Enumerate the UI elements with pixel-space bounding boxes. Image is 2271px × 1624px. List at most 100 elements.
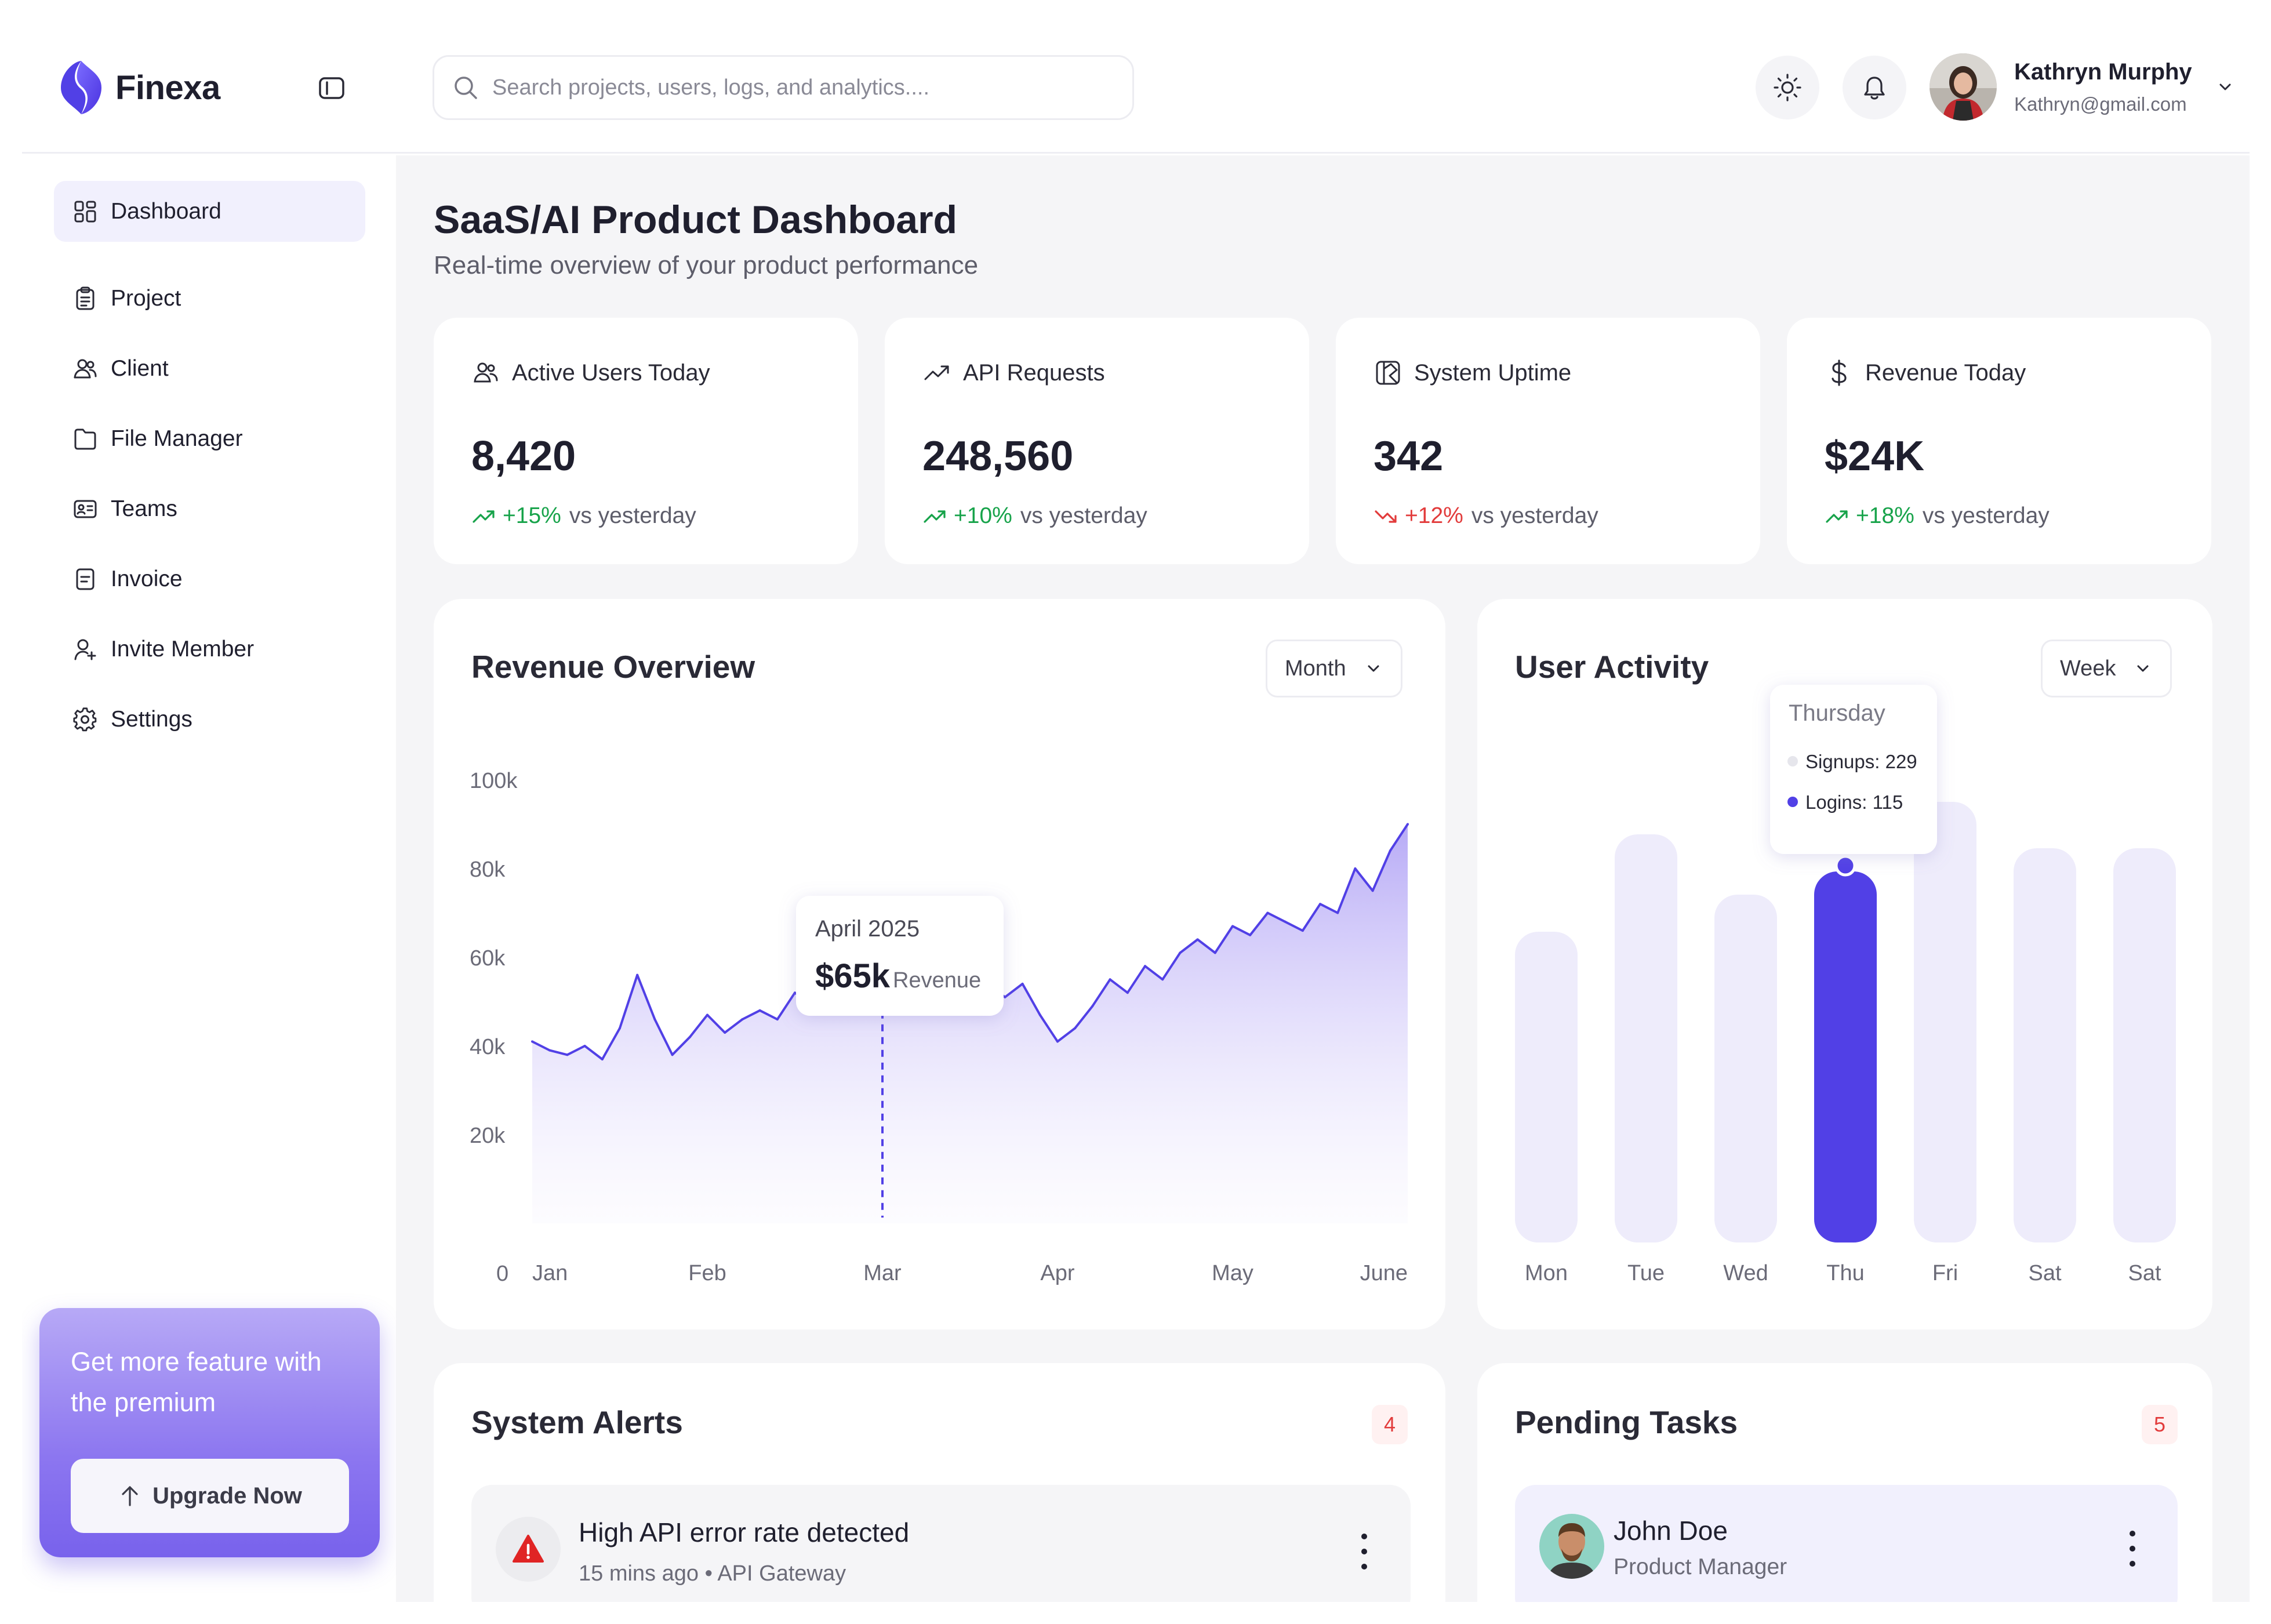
sidebar-item-client[interactable]: Client [54, 338, 365, 399]
sidebar-item-label: Settings [111, 706, 192, 732]
search-bar[interactable] [433, 55, 1134, 120]
activity-bar[interactable] [1914, 802, 1976, 1242]
user-activity-chart: Mon Tue Wed Thu Fri Sat Sat Thursday Signups: 22… [1515, 685, 2176, 1285]
stat-delta-value: +12% [1405, 503, 1463, 528]
alert-more-button[interactable] [1353, 1528, 1376, 1575]
avatar [1930, 53, 1997, 121]
activity-bar[interactable] [1814, 871, 1877, 1242]
activity-bar[interactable] [2014, 848, 2076, 1242]
sidebar-item-teams[interactable]: Teams [54, 478, 365, 539]
task-item[interactable]: John Doe Product Manager [1515, 1485, 2178, 1602]
logins-legend-dot [1787, 797, 1798, 807]
sidebar-item-project[interactable]: Project [54, 268, 365, 329]
folder-icon [74, 428, 96, 449]
stat-card-active-users: Active Users Today 8,420 +15% vs yesterd… [434, 318, 858, 564]
trend-down-icon [1375, 510, 1397, 523]
y-tick-label: 20k [470, 1124, 506, 1148]
users-icon [474, 362, 498, 383]
clipboard-icon [76, 286, 95, 310]
sidebar-panel-icon [319, 77, 344, 99]
x-tick-label: Tue [1627, 1261, 1665, 1285]
chevron-down-icon [1368, 665, 1379, 672]
activity-bar[interactable] [1615, 834, 1677, 1242]
revenue-point [653, 1018, 656, 1021]
activity-tooltip: Thursday Signups: 229 Logins: 115 [1770, 685, 1937, 854]
activity-bar[interactable] [1515, 932, 1578, 1242]
x-tick-label: Mon [1525, 1261, 1568, 1285]
alert-item[interactable]: High API error rate detected 15 mins ago… [471, 1485, 1411, 1602]
stat-card-api-requests: API Requests 248,560 +10% vs yesterday [885, 318, 1309, 564]
brand[interactable]: Finexa [60, 60, 220, 115]
trend-up-icon [1826, 510, 1848, 523]
task-more-button[interactable] [2121, 1525, 2144, 1572]
revenue-point [671, 1053, 674, 1056]
x-tick-label: June [1360, 1261, 1408, 1285]
chevron-down-icon [2137, 665, 2149, 672]
avatar [1539, 1514, 1604, 1579]
revenue-point [531, 1040, 533, 1043]
revenue-point [1056, 1040, 1059, 1043]
activity-bar[interactable] [1714, 895, 1777, 1242]
user-info: Kathryn Murphy Kathryn@gmail.com [2014, 59, 2192, 115]
promo-text: Get more feature with the premium [71, 1347, 322, 1417]
revenue-point [1371, 889, 1374, 892]
revenue-point [1336, 911, 1339, 914]
stat-delta: +12% vs yesterday [1373, 503, 1598, 529]
stat-value: $24K [1825, 433, 1925, 479]
tooltip-label: Revenue [893, 968, 981, 993]
dollar-icon [1832, 359, 1847, 386]
sidebar-item-dashboard[interactable]: Dashboard [54, 181, 365, 242]
system-alerts-panel: System Alerts 4 High API error rate dete… [434, 1363, 1445, 1602]
revenue-point [1004, 996, 1006, 998]
activity-bar[interactable] [2113, 848, 2176, 1242]
panel-title: Revenue Overview [471, 649, 755, 685]
revenue-overview-panel: 0 20k 40k 60k 80k 100k Jan Feb Mar Apr May June Apri… [434, 599, 1445, 1329]
revenue-point [619, 1027, 621, 1030]
user-menu[interactable]: Kathryn Murphy Kathryn@gmail.com [1930, 53, 2235, 121]
revenue-point [1213, 951, 1216, 954]
sidebar-item-file-manager[interactable]: File Manager [54, 408, 365, 469]
warning-icon [513, 1535, 544, 1563]
revenue-point [548, 1049, 551, 1052]
tasks-count-badge: 5 [2142, 1405, 2178, 1444]
y-tick-label: 0 [496, 1262, 508, 1286]
activity-period-select[interactable]: Week [2041, 640, 2172, 697]
revenue-point [1021, 982, 1024, 985]
revenue-point [724, 1031, 726, 1034]
revenue-point [758, 1009, 761, 1012]
search-icon [455, 77, 477, 99]
notifications-button[interactable] [1843, 56, 1906, 119]
revenue-period-select[interactable]: Month [1266, 640, 1402, 697]
x-tick-label: Thu [1826, 1261, 1864, 1285]
search-input[interactable] [492, 75, 1101, 100]
x-tick-label: Jan [532, 1261, 568, 1285]
sidebar-item-settings[interactable]: Settings [54, 689, 365, 750]
sidebar-item-invite-member[interactable]: Invite Member [54, 619, 365, 680]
upgrade-button[interactable]: Upgrade Now [71, 1459, 349, 1533]
y-tick-label: 60k [470, 946, 506, 971]
revenue-point [1407, 823, 1409, 826]
user-name: Kathryn Murphy [2014, 59, 2192, 85]
sidebar-toggle-button[interactable] [318, 74, 346, 102]
tooltip-date: April 2025 [815, 916, 920, 942]
revenue-point [688, 1036, 691, 1038]
revenue-point [794, 991, 796, 994]
trend-up-icon [924, 510, 946, 523]
sidebar-item-invoice[interactable]: Invoice [54, 548, 365, 609]
revenue-point [1161, 978, 1164, 981]
stat-delta-comparison: vs yesterday [1922, 503, 2050, 528]
y-tick-label: 100k [470, 769, 518, 793]
task-assignee-name: John Doe [1614, 1516, 1728, 1546]
x-tick-label: Feb [688, 1261, 726, 1285]
revenue-point [1389, 849, 1391, 852]
x-tick-label: Sat [2128, 1261, 2161, 1285]
invoice-icon [76, 568, 95, 590]
page-subtitle: Real-time overview of your product perfo… [434, 251, 979, 279]
theme-toggle-button[interactable] [1756, 56, 1819, 119]
x-tick-label: Sat [2028, 1261, 2061, 1285]
server-icon [1376, 361, 1400, 385]
sun-icon [1774, 74, 1801, 101]
revenue-point [1354, 867, 1357, 870]
chevron-down-icon [2219, 83, 2231, 90]
users-icon [74, 359, 97, 378]
